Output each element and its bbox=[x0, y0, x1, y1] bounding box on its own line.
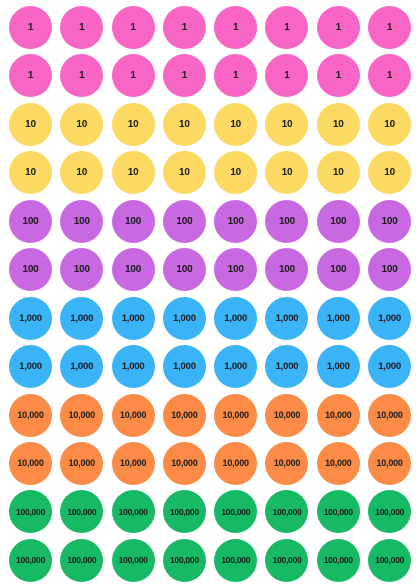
place-value-disc: 100,000 bbox=[214, 490, 258, 534]
place-value-disc: 1,000 bbox=[9, 345, 52, 389]
place-value-disc: 10,000 bbox=[368, 441, 412, 485]
place-value-disc: 1 bbox=[316, 6, 360, 49]
place-value-disc: 100,000 bbox=[265, 538, 309, 582]
place-value-disc: 10 bbox=[265, 151, 309, 195]
place-value-disc: 10,000 bbox=[9, 441, 52, 485]
place-value-disc: 1,000 bbox=[368, 345, 412, 389]
place-value-disc: 10 bbox=[111, 102, 155, 146]
place-value-disc: 1 bbox=[316, 54, 360, 98]
place-value-disc: 100 bbox=[111, 199, 155, 243]
place-value-disc: 100,000 bbox=[111, 490, 155, 534]
place-value-disc: 1 bbox=[265, 6, 309, 49]
place-value-disc: 100 bbox=[316, 199, 360, 243]
place-value-disc: 100,000 bbox=[316, 490, 360, 534]
place-value-disc: 100,000 bbox=[214, 538, 258, 582]
place-value-disc: 10,000 bbox=[60, 441, 104, 485]
place-value-disc: 1 bbox=[9, 6, 52, 49]
place-value-disc: 10,000 bbox=[265, 441, 309, 485]
place-value-disc: 1,000 bbox=[162, 345, 206, 389]
place-value-disc: 100 bbox=[316, 248, 360, 292]
place-value-disc: 100 bbox=[214, 199, 258, 243]
place-value-disc: 100,000 bbox=[60, 490, 104, 534]
place-value-disc: 100 bbox=[368, 248, 412, 292]
place-value-disc: 1,000 bbox=[368, 296, 412, 340]
place-value-disc: 10,000 bbox=[368, 393, 412, 437]
place-value-disc: 100,000 bbox=[162, 490, 206, 534]
place-value-disc: 100 bbox=[265, 199, 309, 243]
place-value-disc: 10,000 bbox=[111, 441, 155, 485]
place-value-disc: 100 bbox=[265, 248, 309, 292]
place-value-disc: 1 bbox=[265, 54, 309, 98]
place-value-disc: 1,000 bbox=[60, 345, 104, 389]
place-value-disc: 1,000 bbox=[162, 296, 206, 340]
place-value-disc: 10 bbox=[9, 102, 52, 146]
place-value-disc: 10,000 bbox=[162, 441, 206, 485]
place-value-disc: 1 bbox=[214, 54, 258, 98]
place-value-disc: 100,000 bbox=[368, 490, 412, 534]
place-value-disc: 1,000 bbox=[214, 296, 258, 340]
place-value-disc: 10 bbox=[265, 102, 309, 146]
place-value-disc: 100,000 bbox=[316, 538, 360, 582]
place-value-disc: 1 bbox=[60, 54, 104, 98]
place-value-disc: 1,000 bbox=[316, 296, 360, 340]
place-value-disc: 1 bbox=[111, 54, 155, 98]
place-value-disc: 10 bbox=[214, 151, 258, 195]
place-value-disc: 10 bbox=[60, 151, 104, 195]
place-value-disc: 10,000 bbox=[214, 441, 258, 485]
place-value-disc: 1,000 bbox=[111, 345, 155, 389]
place-value-disc: 1 bbox=[162, 6, 206, 49]
place-value-disc: 100 bbox=[111, 248, 155, 292]
place-value-disc: 10 bbox=[316, 151, 360, 195]
place-value-disc: 1 bbox=[162, 54, 206, 98]
place-value-disc: 1 bbox=[214, 6, 258, 49]
place-value-disc: 100 bbox=[214, 248, 258, 292]
place-value-disc: 100,000 bbox=[111, 538, 155, 582]
place-value-disc: 100 bbox=[162, 199, 206, 243]
place-value-disc: 10,000 bbox=[111, 393, 155, 437]
place-value-disc: 10,000 bbox=[316, 393, 360, 437]
place-value-disc: 1 bbox=[9, 54, 52, 98]
place-value-disc: 1,000 bbox=[316, 345, 360, 389]
place-value-disc: 100 bbox=[9, 199, 52, 243]
place-value-disc: 1 bbox=[60, 6, 104, 49]
place-value-disc: 1 bbox=[368, 6, 412, 49]
place-value-disc: 10 bbox=[111, 151, 155, 195]
place-value-disc: 10,000 bbox=[162, 393, 206, 437]
place-value-disc: 100,000 bbox=[9, 538, 52, 582]
place-value-disc: 1 bbox=[368, 54, 412, 98]
place-value-disc: 10 bbox=[162, 151, 206, 195]
place-value-disc: 10,000 bbox=[214, 393, 258, 437]
place-value-disc: 10,000 bbox=[60, 393, 104, 437]
place-value-disc: 10 bbox=[162, 102, 206, 146]
place-value-disc: 10 bbox=[368, 102, 412, 146]
place-value-disc: 10 bbox=[9, 151, 52, 195]
place-value-disc: 100,000 bbox=[265, 490, 309, 534]
place-value-disc: 100 bbox=[9, 248, 52, 292]
place-value-disc: 100 bbox=[368, 199, 412, 243]
place-value-disc: 100 bbox=[162, 248, 206, 292]
place-value-disc: 10,000 bbox=[265, 393, 309, 437]
place-value-disc: 100,000 bbox=[162, 538, 206, 582]
place-value-disc-sheet: 1 1 1 1 1 1 1 1 1 1 1 1 1 1 1 1 10 10 10 10 10 10 10 10 10 10 10 10… bbox=[9, 6, 412, 582]
place-value-disc: 1,000 bbox=[60, 296, 104, 340]
place-value-disc: 10,000 bbox=[9, 393, 52, 437]
place-value-disc: 10 bbox=[316, 102, 360, 146]
place-value-disc: 100 bbox=[60, 199, 104, 243]
place-value-disc: 1,000 bbox=[111, 296, 155, 340]
place-value-disc: 1,000 bbox=[9, 296, 52, 340]
place-value-disc: 1,000 bbox=[265, 296, 309, 340]
place-value-disc: 10 bbox=[60, 102, 104, 146]
place-value-disc: 100,000 bbox=[368, 538, 412, 582]
place-value-disc: 100,000 bbox=[9, 490, 52, 534]
place-value-disc: 100 bbox=[60, 248, 104, 292]
place-value-disc: 10 bbox=[214, 102, 258, 146]
place-value-disc: 1,000 bbox=[214, 345, 258, 389]
place-value-disc: 1,000 bbox=[265, 345, 309, 389]
place-value-disc: 10,000 bbox=[316, 441, 360, 485]
place-value-disc: 100,000 bbox=[60, 538, 104, 582]
place-value-disc: 10 bbox=[368, 151, 412, 195]
place-value-disc: 1 bbox=[111, 6, 155, 49]
